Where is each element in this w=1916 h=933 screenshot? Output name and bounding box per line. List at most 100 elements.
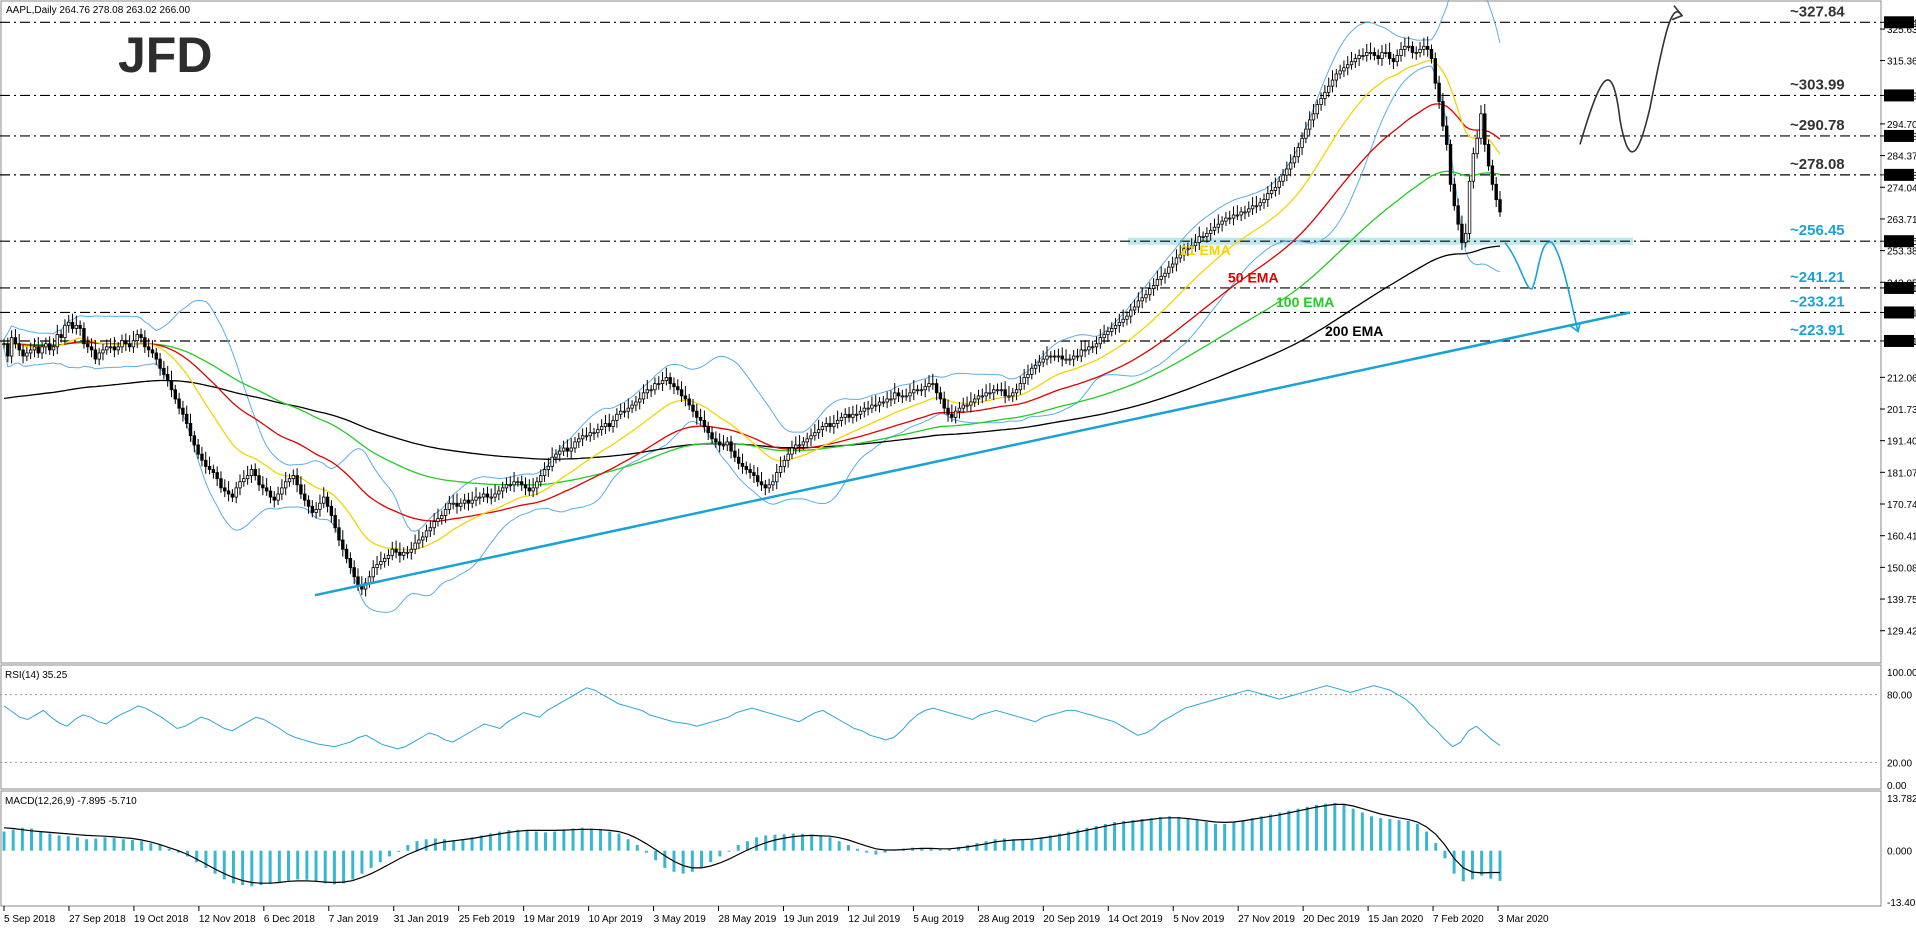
level-label: ~223.91 xyxy=(1790,322,1845,339)
macd-histogram-bar xyxy=(1067,831,1071,851)
candle-body xyxy=(1022,377,1026,385)
candle-body xyxy=(1250,205,1255,210)
candle-body xyxy=(207,466,212,470)
y-tick-label: 170.74 xyxy=(1887,500,1916,511)
candle-body xyxy=(1239,211,1243,216)
macd-histogram-bar xyxy=(654,850,658,861)
candle-body xyxy=(139,334,143,339)
level-label: ~278.08 xyxy=(1790,156,1845,173)
candle-body xyxy=(1395,55,1399,63)
y-tick-label: 212.06 xyxy=(1887,373,1916,384)
candle-body xyxy=(584,435,589,438)
candle-body xyxy=(976,395,981,400)
macd-histogram-bar xyxy=(1324,803,1328,851)
candle-body xyxy=(775,472,779,483)
bullish-scenario-path xyxy=(1579,11,1683,153)
candle-body xyxy=(969,401,973,406)
candle-body xyxy=(234,487,238,498)
candle-body xyxy=(1330,79,1335,87)
macd-histogram-bar xyxy=(580,827,584,851)
candle-body xyxy=(401,551,406,556)
candle-body xyxy=(325,496,330,507)
symbol-header: AAPL,Daily 264.76 278.08 263.02 266.00 xyxy=(6,5,190,16)
macd-histogram-bar xyxy=(1076,829,1080,851)
candle-body xyxy=(702,420,707,427)
rsi-label: RSI(14) 35.25 xyxy=(5,670,68,681)
macd-histogram-bar xyxy=(332,850,336,885)
candle-body xyxy=(1387,52,1392,59)
macd-histogram-bar xyxy=(1370,816,1374,851)
candle-body xyxy=(215,472,219,480)
candle-body xyxy=(839,416,844,421)
macd-histogram-bar xyxy=(1021,840,1025,851)
candle-body xyxy=(782,459,787,467)
candle-body xyxy=(660,380,665,385)
y-tick-highlight xyxy=(1884,281,1914,294)
candle-body xyxy=(984,392,988,397)
candle-body xyxy=(1151,285,1156,289)
candle-body xyxy=(257,475,261,486)
ema-label-ema100: 100 EMA xyxy=(1276,294,1334,310)
candle-body xyxy=(146,346,151,351)
candle-body xyxy=(185,413,189,424)
bullish-arrowhead xyxy=(1671,5,1684,21)
candle-body xyxy=(1148,288,1152,296)
candle-body xyxy=(1193,242,1198,247)
macd-histogram-bar xyxy=(663,850,667,868)
candle-body xyxy=(432,521,436,529)
candle-body xyxy=(710,432,714,440)
candle-body xyxy=(1041,358,1045,363)
y-tick-label: 150.08 xyxy=(1887,563,1916,574)
candle-body xyxy=(74,324,79,329)
candle-body xyxy=(82,328,86,345)
x-tick-label: 6 Dec 2018 xyxy=(264,914,316,925)
candle-body xyxy=(1441,101,1445,127)
candle-body xyxy=(1338,70,1342,75)
macd-histogram-bar xyxy=(1305,806,1309,851)
macd-y-tick: -13.405 xyxy=(1887,898,1916,909)
macd-histogram-bar xyxy=(700,850,704,868)
macd-histogram-bar xyxy=(1287,810,1291,851)
candle-body xyxy=(299,484,303,495)
macd-histogram-bar xyxy=(406,844,410,851)
candle-body xyxy=(596,429,600,434)
y-tick-label: 233.21 xyxy=(1887,308,1916,319)
macd-histogram-bar xyxy=(553,831,557,851)
candle-body xyxy=(1049,355,1053,358)
y-tick-highlight xyxy=(1884,306,1914,319)
candle-body xyxy=(379,561,383,565)
candle-body xyxy=(1300,137,1304,148)
candle-body xyxy=(291,475,296,480)
x-tick-label: 14 Oct 2019 xyxy=(1108,914,1163,925)
candle-body xyxy=(363,582,368,590)
candle-body xyxy=(1182,248,1186,256)
y-tick-label: 284.37 xyxy=(1887,152,1916,163)
candle-body xyxy=(211,469,216,473)
macd-histogram-bar xyxy=(819,835,823,851)
candle-body xyxy=(196,444,200,455)
macd-histogram-bar xyxy=(883,850,887,853)
candle-body xyxy=(481,493,486,498)
candle-body xyxy=(101,349,105,354)
candle-body xyxy=(2,343,6,346)
candle-body xyxy=(645,389,650,394)
candle-body xyxy=(866,407,870,410)
candle-body xyxy=(17,343,21,351)
candle-body xyxy=(748,469,752,473)
candle-body xyxy=(6,343,10,357)
ema-label-ema21: 21 EMA xyxy=(1180,242,1231,258)
candle-body xyxy=(1144,294,1148,299)
macd-histogram-bar xyxy=(727,850,731,852)
candle-body xyxy=(1422,45,1426,50)
y-tick-label: 139.75 xyxy=(1887,595,1916,606)
macd-histogram-bar xyxy=(314,850,318,882)
macd-histogram-bar xyxy=(1388,818,1392,851)
macd-histogram-bar xyxy=(250,850,254,887)
macd-histogram-bar xyxy=(1296,808,1300,851)
candle-body xyxy=(657,383,661,386)
candle-body xyxy=(1384,52,1388,54)
candle-body xyxy=(337,527,341,541)
candle-body xyxy=(375,564,379,569)
candle-body xyxy=(1391,58,1396,63)
candle-body xyxy=(268,490,273,498)
